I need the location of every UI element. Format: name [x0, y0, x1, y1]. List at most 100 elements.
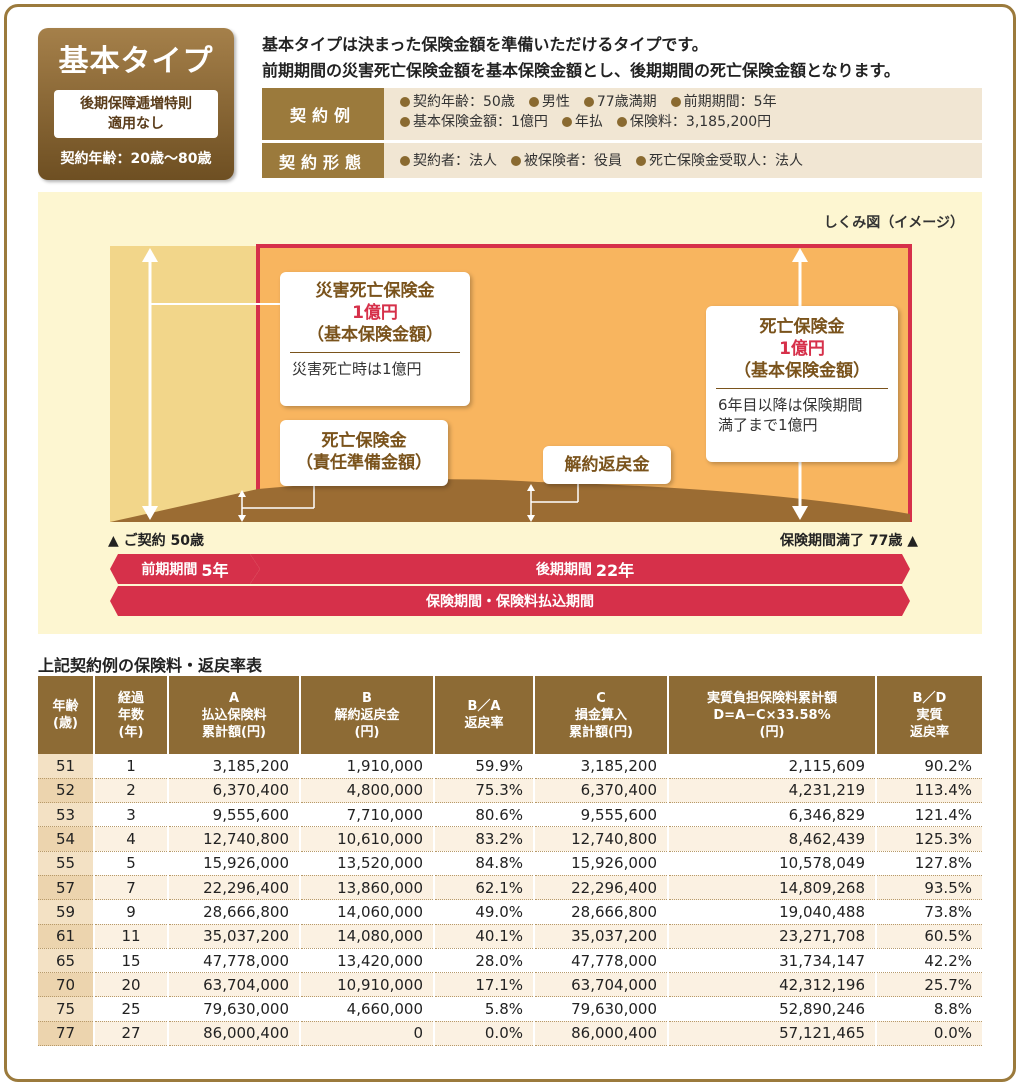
- table-cell: 47,778,000: [533, 948, 668, 974]
- table-header-line: 解約返戻金: [334, 707, 400, 723]
- table-cell: 5.8%: [433, 996, 534, 1022]
- contract-example-line-1: 契約年齢：50歳 男性 77歳満期 前期期間：5年: [400, 92, 966, 112]
- reserve-title: 死亡保険金: [321, 431, 407, 451]
- table-cell: 79,630,000: [533, 996, 668, 1022]
- disaster-death-amount: 1億円: [352, 303, 398, 323]
- table-header-line: B／A: [467, 699, 501, 714]
- table-cell: 8,462,439: [667, 826, 876, 852]
- table-cell: 10,610,000: [299, 826, 434, 852]
- bullet-icon: [670, 97, 681, 107]
- disaster-death-title: 災害死亡保険金: [315, 281, 435, 301]
- table-cell: 51: [38, 754, 94, 779]
- table-header-line: D=A−C×33.58%: [713, 707, 831, 723]
- table-row: 52 2 6,370,400 4,800,000 75.3% 6,370,400 4,231…: [38, 778, 982, 804]
- term-end-label: 保険期間満了 77歳 ▲: [780, 533, 918, 549]
- table-cell: 113.4%: [875, 778, 982, 804]
- table-cell: 14,080,000: [299, 924, 434, 949]
- table-header-line: 経過: [117, 690, 144, 706]
- table-cell: 90.2%: [875, 754, 982, 779]
- intro-text: 基本タイプは決まった保険金額を準備いただけるタイプです。 前期期間の災害死亡保険…: [262, 32, 900, 84]
- table-cell: 75: [38, 996, 94, 1022]
- table-cell: 0.0%: [875, 1021, 982, 1047]
- table-cell: 4,660,000: [299, 996, 434, 1022]
- table-cell: 8.8%: [875, 996, 982, 1022]
- table-cell: 6,370,400: [533, 778, 668, 804]
- badge-subtitle: 後期保障逓増特則 適用なし: [54, 90, 218, 138]
- table-cell: 25: [93, 996, 168, 1022]
- plan-type-badge: 基本タイプ 後期保障逓増特則 適用なし 契約年齢：20歳～80歳: [38, 28, 234, 180]
- table-cell: 15: [93, 948, 168, 974]
- bullet-icon: [400, 97, 410, 107]
- bullet-icon: [400, 117, 410, 127]
- table-header-line: 累計額(円): [569, 724, 633, 740]
- reserve-sub: （責任準備金額）: [296, 453, 432, 473]
- contract-form-label: 契約形態: [262, 143, 384, 178]
- table-cell: 14,809,268: [667, 875, 876, 901]
- table-cell: 63,704,000: [167, 972, 300, 998]
- disaster-death-note: 災害死亡時は1億円: [292, 360, 422, 378]
- table-header-cell: B 解約返戻金 (円): [299, 676, 434, 754]
- left-arrow-down-icon: [142, 506, 158, 520]
- table-header-line: 実質負担保険料累計額: [706, 690, 837, 706]
- info-item-text: 77歳満期: [596, 94, 657, 110]
- rate-table-title: 上記契約例の保険料・返戻率表: [38, 656, 263, 675]
- table-cell: 59.9%: [433, 754, 534, 779]
- table-cell: 47,778,000: [167, 948, 300, 974]
- disaster-death-sub: （基本保険金額）: [307, 325, 443, 345]
- table-header-cell: C 損金算入 累計額(円): [533, 676, 668, 754]
- table-cell: 40.1%: [433, 924, 534, 949]
- table-header-line: 返戻率: [464, 716, 504, 731]
- table-cell: 10,910,000: [299, 972, 434, 998]
- table-cell: 27: [93, 1021, 168, 1047]
- death-benefit-amount: 1億円: [779, 339, 825, 359]
- table-cell: 52: [38, 778, 94, 804]
- bullet-icon: [616, 117, 627, 127]
- table-cell: 65: [38, 948, 94, 974]
- table-header-line: B／D: [912, 690, 947, 706]
- table-row: 70 20 63,704,000 10,910,000 17.1% 63,704,000 4…: [38, 972, 982, 998]
- right-arrow-up-icon: [792, 248, 808, 262]
- badge-title: 基本タイプ: [58, 44, 214, 79]
- surrender-arrow-up-icon: [527, 484, 535, 491]
- table-cell: 20: [93, 972, 168, 998]
- table-header-cell: B／A 返戻率: [433, 676, 534, 754]
- info-item-text: 死亡保険金受取人：法人: [649, 152, 803, 169]
- table-cell: 10,578,049: [667, 851, 876, 876]
- contract-example-row: 契約例 契約年齢：50歳 男性 77歳満期 前期期間：5年 基本保険金額：1億円 年払 保…: [262, 88, 982, 140]
- rate-table: 年齢 (歳) 経過 年数 (年) A 払込保険料 累計額(円) B 解約返戻金 (円) B／A 返戻率 C…: [38, 676, 982, 1047]
- table-cell: 93.5%: [875, 875, 982, 901]
- table-cell: 3: [93, 802, 168, 828]
- table-cell: 121.4%: [875, 802, 982, 828]
- contract-example-label: 契約例: [262, 88, 384, 140]
- death-benefit-sub: （基本保険金額）: [734, 361, 870, 381]
- table-cell: 9: [93, 899, 168, 925]
- table-header-cell: 年齢 (歳): [38, 676, 94, 754]
- table-row: 75 25 79,630,000 4,660,000 5.8% 79,630,000 52,…: [38, 996, 982, 1022]
- info-item: 契約者：法人: [400, 153, 497, 169]
- table-header-line: (円): [759, 724, 785, 740]
- table-row: 54 4 12,740,800 10,610,000 83.2% 12,740,800 8,…: [38, 826, 982, 852]
- table-header-line: (年): [118, 724, 144, 740]
- table-row: 59 9 28,666,800 14,060,000 49.0% 28,666,800 19…: [38, 899, 982, 925]
- first-period-years: 5年: [201, 561, 229, 580]
- table-cell: 54: [38, 826, 94, 852]
- info-item-text: 契約者：法人: [413, 152, 497, 169]
- table-cell: 9,555,600: [533, 802, 668, 828]
- table-cell: 9,555,600: [167, 802, 300, 828]
- intro-line-2: 前期期間の災害死亡保険金額を基本保険金額とし、後期期間の死亡保険金額となります。: [262, 61, 900, 80]
- table-header-line: 累計額(円): [202, 724, 266, 740]
- table-cell: 28.0%: [433, 948, 534, 974]
- table-header-line: 払込保険料: [201, 707, 267, 723]
- table-cell: 80.6%: [433, 802, 534, 828]
- table-cell: 17.1%: [433, 972, 534, 998]
- bullet-icon: [528, 97, 539, 107]
- table-cell: 77: [38, 1021, 94, 1047]
- table-cell: 6,346,829: [667, 802, 876, 828]
- badge-age-range: 契約年齢：20歳～80歳: [60, 151, 212, 167]
- table-header-line: 損金算入: [574, 707, 627, 723]
- contract-example-body: 契約年齢：50歳 男性 77歳満期 前期期間：5年 基本保険金額：1億円 年払 保険料：3…: [384, 88, 982, 140]
- diagram-title: しくみ図（イメージ）: [823, 215, 964, 231]
- table-cell: 25.7%: [875, 972, 982, 998]
- contract-info: 契約例 契約年齢：50歳 男性 77歳満期 前期期間：5年 基本保険金額：1億円 年払 保…: [262, 88, 982, 181]
- contract-example-line-2: 基本保険金額：1億円 年払 保険料：3,185,200円: [400, 112, 966, 132]
